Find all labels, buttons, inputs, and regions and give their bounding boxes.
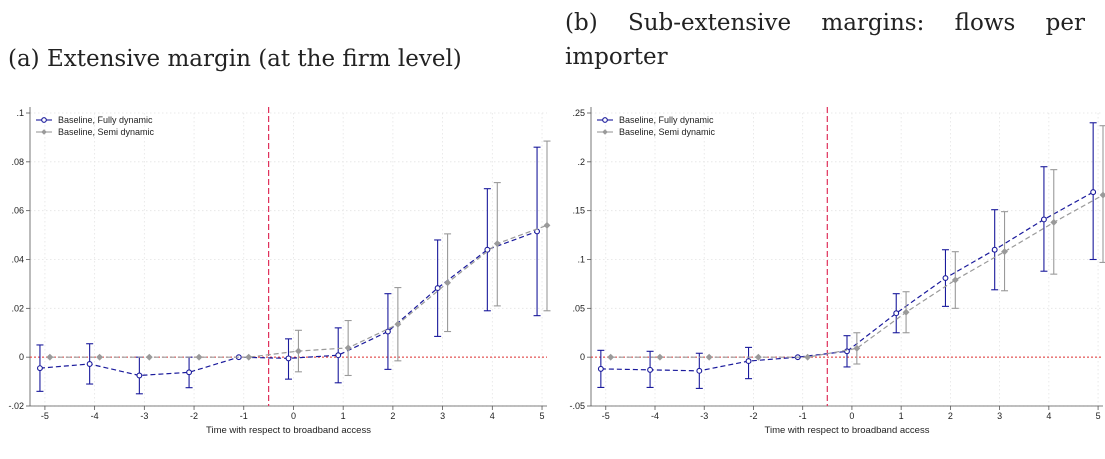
- fully-dynamic-point: [942, 275, 949, 282]
- semi-dynamic-point: [493, 240, 501, 248]
- fully-dynamic-point: [384, 328, 391, 335]
- x-tick-label: 3: [440, 411, 445, 421]
- legend-marker-fully-dynamic: [602, 117, 608, 123]
- x-tick-label: -3: [140, 411, 148, 421]
- semi-dynamic-series-line: [610, 194, 1104, 358]
- y-tick-label: .05: [572, 303, 585, 313]
- legend-label-fully-dynamic: Baseline, Fully dynamic: [58, 115, 153, 125]
- x-tick-label: 3: [997, 411, 1002, 421]
- legend-label-semi-dynamic: Baseline, Semi dynamic: [58, 127, 155, 137]
- x-tick-label: 0: [849, 411, 854, 421]
- chart-b-svg: -.05 0 .05 .1 .15 .2 .25 -5 -4 -3 -2 -1 0 1 2 3 4 5 Time w…: [569, 107, 1105, 436]
- fully-dynamic-point: [1090, 189, 1097, 196]
- legend-marker-semi-dynamic: [602, 129, 608, 135]
- semi-dynamic-point: [444, 279, 452, 287]
- y-tick-label: 0: [19, 352, 24, 362]
- y-tick-label: .06: [11, 206, 24, 216]
- x-tick-label: 5: [540, 411, 545, 421]
- y-tick-label: -.05: [569, 401, 585, 411]
- x-axis-title: Time with respect to broadband access: [765, 425, 930, 436]
- semi-dynamic-point: [656, 353, 664, 361]
- x-tick-label: -5: [41, 411, 49, 421]
- semi-dynamic-point: [853, 344, 861, 352]
- y-tick-label: .25: [572, 108, 585, 118]
- semi-dynamic-point: [1001, 248, 1008, 256]
- fully-dynamic-point: [844, 348, 850, 355]
- x-tick-label: 2: [948, 411, 953, 421]
- fully-dynamic-point: [745, 358, 752, 365]
- caption-panel-b: (b) Sub-extensive margins: flows per imp…: [565, 10, 1085, 70]
- fully-dynamic-point: [696, 367, 703, 374]
- fully-dynamic-point: [86, 361, 93, 367]
- x-tick-label: 2: [390, 411, 395, 421]
- fully-dynamic-point: [36, 365, 43, 372]
- chart-panel-a: -.02 0 .02 .04 .06 .08 .1 -5 -4 -3 -2 -1 0 1 2 3 4 5 Time …: [0, 105, 553, 459]
- y-tick-label: .04: [11, 255, 24, 265]
- fully-dynamic-point: [186, 369, 193, 376]
- x-tick-label: -2: [749, 411, 757, 421]
- semi-dynamic-point: [607, 353, 615, 361]
- x-tick-label: 1: [899, 411, 904, 421]
- semi-dynamic-point: [902, 308, 910, 316]
- x-tick-label: 4: [490, 411, 495, 421]
- x-tick-label: -1: [799, 411, 807, 421]
- x-tick-label: -4: [91, 411, 99, 421]
- semi-dynamic-point: [145, 353, 153, 361]
- semi-dynamic-point: [394, 320, 402, 328]
- x-tick-label: -1: [240, 411, 248, 421]
- legend-marker-fully-dynamic: [41, 117, 47, 123]
- x-tick-label: -2: [190, 411, 198, 421]
- fully-dynamic-point: [647, 366, 654, 373]
- fully-dynamic-point: [136, 372, 143, 379]
- legend-label-fully-dynamic: Baseline, Fully dynamic: [619, 115, 714, 125]
- fully-dynamic-point: [285, 355, 292, 362]
- semi-dynamic-point: [754, 353, 762, 361]
- semi-dynamic-point: [1099, 191, 1105, 199]
- y-tick-label: .1: [16, 108, 24, 118]
- y-tick-label: .1: [577, 255, 585, 265]
- semi-dynamic-point: [1050, 218, 1058, 226]
- x-tick-label: -4: [651, 411, 659, 421]
- fully-dynamic-point: [597, 365, 604, 372]
- x-tick-label: 5: [1096, 411, 1101, 421]
- chart-panel-b: -.05 0 .05 .1 .15 .2 .25 -5 -4 -3 -2 -1 0 1 2 3 4 5 Time w…: [553, 105, 1105, 459]
- fully-dynamic-series-line: [600, 191, 1094, 372]
- x-tick-label: 4: [1046, 411, 1051, 421]
- semi-dynamic-point: [195, 353, 203, 361]
- fully-dynamic-point: [434, 285, 441, 292]
- semi-dynamic-point: [344, 344, 352, 352]
- y-tick-label: .02: [11, 303, 24, 313]
- fully-dynamic-point: [335, 352, 342, 359]
- semi-dynamic-point: [46, 353, 54, 361]
- semi-dynamic-point: [804, 353, 812, 361]
- x-tick-label: -5: [602, 411, 610, 421]
- x-tick-label: -3: [700, 411, 708, 421]
- y-tick-label: -.02: [8, 401, 24, 411]
- fully-dynamic-point: [893, 310, 900, 317]
- semi-dynamic-point: [245, 353, 253, 361]
- y-tick-label: 0: [580, 352, 585, 362]
- fully-dynamic-point: [484, 246, 491, 253]
- y-tick-label: .15: [572, 206, 585, 216]
- x-tick-label: 0: [291, 411, 296, 421]
- semi-dynamic-point: [295, 347, 302, 355]
- chart-a-svg: -.02 0 .02 .04 .06 .08 .1 -5 -4 -3 -2 -1 0 1 2 3 4 5 Time …: [8, 107, 551, 436]
- semi-dynamic-point: [96, 353, 104, 361]
- y-tick-label: .08: [11, 157, 24, 167]
- legend-label-semi-dynamic: Baseline, Semi dynamic: [619, 127, 716, 137]
- semi-dynamic-point: [705, 353, 713, 361]
- semi-dynamic-point: [951, 276, 959, 284]
- fully-dynamic-point: [1040, 216, 1047, 223]
- x-axis-title: Time with respect to broadband access: [206, 425, 371, 436]
- y-tick-label: .2: [577, 157, 585, 167]
- fully-dynamic-point: [991, 246, 998, 253]
- legend-marker-semi-dynamic: [41, 129, 47, 135]
- x-tick-label: 1: [341, 411, 346, 421]
- caption-panel-a: (a) Extensive margin (at the firm level): [8, 46, 462, 72]
- semi-dynamic-point: [543, 221, 551, 229]
